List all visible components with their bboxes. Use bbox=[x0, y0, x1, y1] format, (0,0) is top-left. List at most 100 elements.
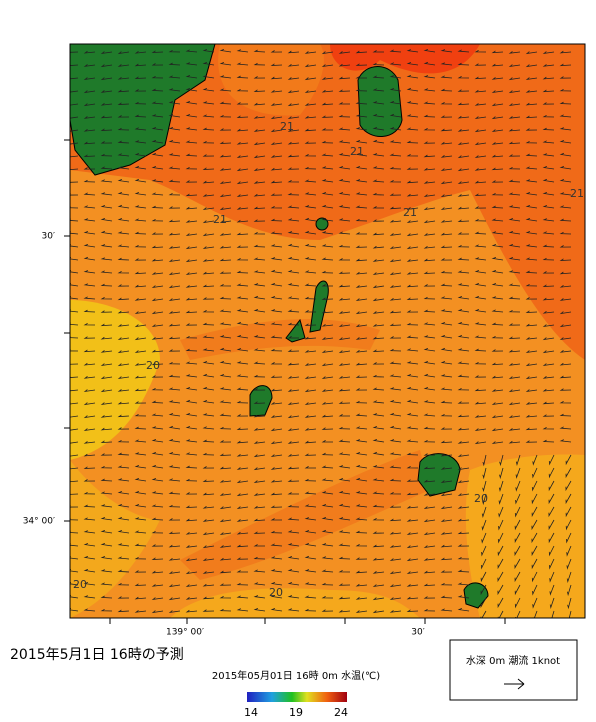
current-arrow bbox=[440, 453, 453, 457]
current-arrow bbox=[355, 583, 368, 587]
current-arrow bbox=[70, 569, 79, 573]
current-arrow bbox=[355, 465, 368, 469]
current-arrow bbox=[287, 441, 300, 444]
current-arrow bbox=[270, 129, 283, 133]
current-arrow bbox=[134, 114, 147, 118]
current-arrow bbox=[474, 348, 487, 352]
current-arrow bbox=[236, 582, 249, 586]
current-arrow bbox=[389, 387, 402, 391]
current-arrow bbox=[491, 231, 504, 235]
current-arrow bbox=[219, 596, 232, 599]
current-arrow bbox=[389, 127, 402, 131]
current-arrow bbox=[219, 49, 232, 53]
current-arrow bbox=[287, 582, 300, 586]
current-arrow bbox=[219, 220, 232, 223]
current-arrow bbox=[457, 115, 470, 119]
current-arrow bbox=[423, 322, 436, 326]
current-arrow bbox=[389, 439, 402, 443]
current-arrow bbox=[253, 115, 266, 119]
current-arrow bbox=[355, 452, 368, 456]
current-arrow bbox=[134, 218, 147, 222]
current-arrow bbox=[134, 244, 147, 248]
current-arrow bbox=[185, 166, 198, 170]
current-arrow bbox=[287, 192, 300, 196]
current-arrow bbox=[219, 128, 232, 131]
current-arrow bbox=[270, 556, 283, 560]
current-arrow bbox=[185, 335, 198, 339]
current-arrow bbox=[321, 89, 334, 93]
current-arrow bbox=[474, 375, 487, 378]
current-arrow bbox=[70, 401, 79, 405]
current-arrow bbox=[168, 127, 181, 131]
current-arrow bbox=[287, 116, 300, 119]
current-arrow bbox=[491, 257, 504, 261]
current-arrow bbox=[355, 477, 368, 482]
current-arrow bbox=[389, 219, 402, 223]
current-arrow bbox=[270, 375, 283, 378]
current-arrow bbox=[515, 493, 521, 505]
current-arrow bbox=[253, 388, 266, 391]
current-arrow bbox=[481, 519, 487, 531]
current-arrow bbox=[440, 374, 453, 378]
current-arrow bbox=[321, 582, 334, 586]
current-arrow bbox=[423, 167, 436, 171]
current-arrow bbox=[440, 194, 453, 198]
current-arrow bbox=[168, 311, 181, 314]
current-arrow bbox=[134, 140, 147, 144]
current-arrow bbox=[406, 348, 419, 352]
current-arrow bbox=[389, 584, 402, 588]
current-arrow bbox=[185, 439, 198, 443]
current-arrow bbox=[83, 491, 96, 495]
current-arrow bbox=[270, 441, 283, 445]
current-arrow bbox=[474, 129, 487, 133]
current-arrow bbox=[287, 309, 300, 313]
current-arrow bbox=[508, 64, 521, 67]
current-arrow bbox=[525, 218, 538, 222]
current-arrow bbox=[287, 608, 300, 612]
current-arrow bbox=[236, 414, 249, 417]
current-arrow bbox=[372, 362, 385, 365]
current-arrow bbox=[70, 428, 79, 431]
current-arrow bbox=[457, 206, 470, 210]
current-arrow bbox=[185, 399, 198, 404]
current-arrow bbox=[406, 335, 419, 339]
current-arrow bbox=[100, 283, 113, 287]
current-arrow bbox=[355, 413, 368, 417]
current-arrow bbox=[389, 492, 402, 495]
current-arrow bbox=[531, 519, 538, 531]
current-arrow bbox=[497, 558, 504, 570]
current-arrow bbox=[406, 374, 419, 378]
current-arrow bbox=[389, 400, 402, 404]
current-arrow bbox=[83, 415, 96, 419]
current-arrow bbox=[372, 374, 385, 378]
current-arrow bbox=[423, 141, 436, 144]
current-arrow bbox=[525, 257, 538, 261]
current-arrow bbox=[355, 504, 368, 508]
current-arrow bbox=[270, 154, 283, 158]
current-arrow bbox=[321, 284, 333, 287]
current-arrow bbox=[168, 206, 181, 209]
current-arrow bbox=[532, 610, 538, 618]
current-arrow bbox=[202, 387, 215, 391]
current-arrow bbox=[219, 400, 232, 404]
current-arrow bbox=[253, 480, 266, 483]
current-arrow bbox=[440, 544, 453, 548]
current-arrow bbox=[542, 337, 555, 341]
current-arrow bbox=[474, 361, 487, 365]
current-arrow bbox=[185, 310, 198, 314]
current-arrow bbox=[548, 532, 555, 544]
current-arrow bbox=[100, 128, 113, 131]
current-arrow bbox=[423, 532, 436, 536]
current-arrow bbox=[548, 506, 555, 518]
current-arrow bbox=[525, 389, 538, 392]
current-arrow bbox=[440, 467, 453, 470]
current-arrow bbox=[542, 439, 555, 443]
current-arrow bbox=[253, 414, 266, 418]
current-arrow bbox=[474, 50, 487, 53]
current-arrow bbox=[372, 491, 385, 495]
current-arrow bbox=[355, 324, 368, 328]
current-arrow bbox=[355, 298, 368, 301]
current-arrow bbox=[321, 310, 334, 314]
current-arrow bbox=[355, 153, 368, 157]
